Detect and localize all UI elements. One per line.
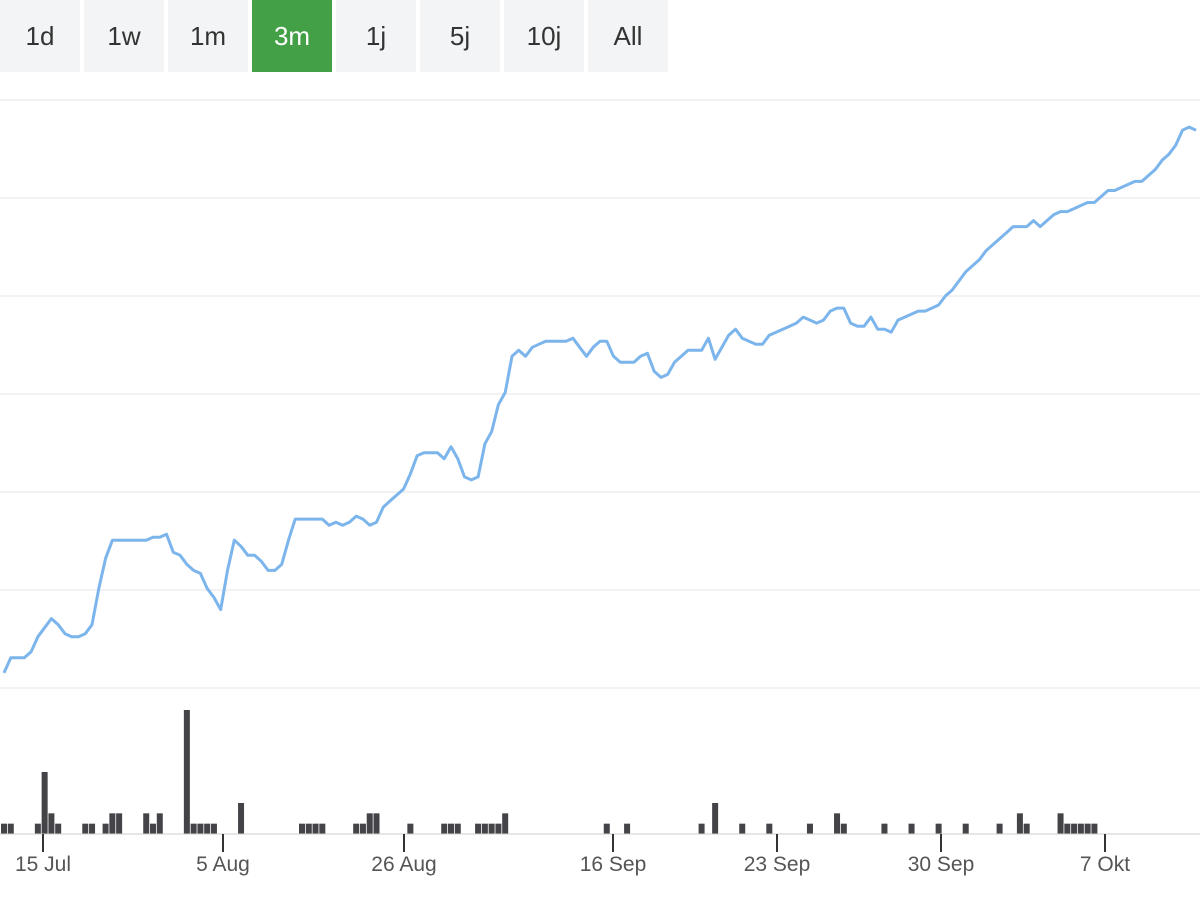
volume-bar [766, 823, 773, 834]
x-tick-label: 23 Sep [744, 853, 811, 876]
volume-bar [712, 803, 719, 834]
x-tick-label: 7 Okt [1080, 853, 1130, 876]
range-button-10j[interactable]: 10j [504, 0, 584, 72]
volume-bar [373, 813, 380, 834]
volume-bar [210, 823, 217, 834]
volume-bar [407, 823, 414, 834]
volume-bar [624, 823, 631, 834]
volume-bar [603, 823, 610, 834]
volume-bar [1091, 823, 1098, 834]
volume-bar [1023, 823, 1030, 834]
volume-bar [183, 710, 190, 834]
volume-bar [935, 823, 942, 834]
volume-bar [102, 823, 109, 834]
volume-series [1, 710, 1098, 834]
x-axis: 15 Jul 5 Aug 26 Aug 16 Sep 23 Sep 30 Sep 7 Okt [0, 833, 1200, 876]
price-series [2, 125, 1197, 674]
volume-bar [475, 823, 482, 834]
volume-bar [908, 823, 915, 834]
volume-bar [353, 823, 360, 834]
volume-bar [481, 823, 488, 834]
volume-bar [840, 823, 847, 834]
volume-bar [448, 823, 454, 834]
x-tick-label: 16 Sep [580, 853, 647, 876]
volume-bar [150, 823, 156, 834]
volume-bar [1016, 813, 1023, 834]
volume-bar [143, 813, 150, 834]
volume-bar [502, 813, 509, 834]
volume-bar [488, 823, 495, 834]
range-button-1w[interactable]: 1w [84, 0, 164, 72]
range-button-3m[interactable]: 3m [252, 0, 332, 72]
volume-bar [305, 823, 312, 834]
volume-bar [1064, 823, 1071, 834]
x-tick-label: 15 Jul [15, 853, 71, 876]
volume-bar [82, 823, 89, 834]
volume-bar [156, 813, 163, 834]
range-button-1m[interactable]: 1m [168, 0, 248, 72]
volume-bar [359, 823, 366, 834]
volume-bar [495, 823, 502, 834]
volume-bar [89, 823, 96, 834]
volume-bar [739, 823, 746, 834]
volume-bar [806, 823, 813, 834]
volume-bar [366, 813, 373, 834]
volume-bar [197, 823, 204, 834]
volume-bar [48, 813, 55, 834]
grid-lines [0, 99, 1200, 689]
range-button-1j[interactable]: 1j [336, 0, 416, 72]
volume-bar [1071, 823, 1078, 834]
range-selector: 1d 1w 1m 3m 1j 5j 10j All [0, 0, 668, 72]
volume-bar [109, 813, 116, 834]
x-tick-label: 5 Aug [196, 853, 250, 876]
volume-bar [319, 823, 326, 834]
volume-bar [204, 823, 211, 834]
range-button-All[interactable]: All [588, 0, 668, 72]
volume-bar [55, 823, 62, 834]
volume-bar [299, 823, 305, 834]
volume-bar [312, 823, 319, 834]
volume-bar [34, 823, 41, 834]
volume-bar [1084, 823, 1091, 834]
volume-bar [441, 823, 448, 834]
volume-bar [41, 772, 48, 834]
volume-bar [1077, 823, 1084, 834]
volume-bar [834, 813, 841, 834]
volume-bar [454, 823, 461, 834]
volume-bar [881, 823, 888, 834]
volume-bar [190, 823, 197, 834]
range-button-5j[interactable]: 5j [420, 0, 500, 72]
volume-bar [698, 823, 705, 834]
volume-bar [7, 823, 14, 834]
range-button-1d[interactable]: 1d [0, 0, 80, 72]
x-tick-label: 26 Aug [371, 853, 436, 876]
volume-bar [996, 823, 1003, 834]
volume-bar [1057, 813, 1064, 834]
volume-bar [116, 813, 123, 834]
price-line [2, 125, 1197, 674]
volume-bar [238, 803, 245, 834]
volume-bar [962, 823, 969, 834]
volume-bar [1, 823, 7, 834]
x-tick-label: 30 Sep [908, 853, 975, 876]
